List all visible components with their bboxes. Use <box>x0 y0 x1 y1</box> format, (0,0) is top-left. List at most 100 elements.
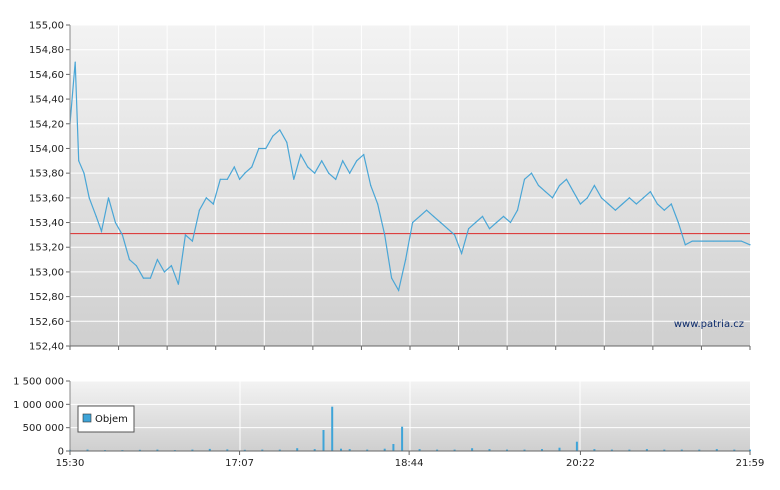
price-point <box>600 197 603 199</box>
price-y-tick-label: 154,00 <box>29 144 64 155</box>
price-point <box>205 197 207 199</box>
price-point <box>100 230 103 232</box>
price-point <box>279 129 281 131</box>
volume-bar <box>645 449 648 451</box>
volume-bar <box>575 441 578 451</box>
watermark-text: www.patria.cz <box>674 319 744 330</box>
price-y-tick-label: 152,40 <box>29 342 64 353</box>
price-y-tick-label: 154,80 <box>29 45 64 56</box>
price-point <box>453 234 456 236</box>
price-point <box>495 221 498 224</box>
volume-bar <box>680 449 683 451</box>
price-point <box>502 215 505 217</box>
price-series-line <box>69 61 751 293</box>
price-point <box>335 178 337 180</box>
price-point <box>712 240 714 242</box>
price-point <box>509 221 512 224</box>
price-point <box>740 240 742 242</box>
legend-swatch <box>82 413 92 423</box>
volume-bar <box>471 448 474 451</box>
price-point <box>219 178 221 180</box>
price-y-tick-label: 153,40 <box>29 218 64 229</box>
volume-bar <box>698 449 701 451</box>
x-tick-label: 20:22 <box>566 458 595 469</box>
price-gridlines <box>70 24 750 347</box>
price-point <box>391 277 393 279</box>
price-point <box>142 277 145 279</box>
volume-bar <box>278 449 281 451</box>
price-point <box>293 178 295 180</box>
price-point <box>244 172 246 174</box>
volume-x-axis: 15:30 17:07 18:44 20:22 21:59 <box>56 451 764 469</box>
price-point <box>467 228 470 230</box>
price-point <box>226 178 228 180</box>
price-point <box>621 203 623 205</box>
volume-bar <box>86 449 89 451</box>
price-point <box>156 258 159 261</box>
price-point <box>135 265 138 267</box>
volume-bar <box>558 447 561 451</box>
price-point <box>670 203 672 205</box>
price-point <box>432 215 435 217</box>
price-point <box>300 154 302 156</box>
price-point <box>370 184 372 187</box>
price-y-tick-label: 155,00 <box>29 21 64 32</box>
price-point <box>523 178 526 180</box>
price-point <box>258 147 260 150</box>
price-point <box>233 166 235 168</box>
volume-y-tick-label: 500 000 <box>23 423 64 434</box>
price-point <box>537 184 540 187</box>
price-point <box>579 203 582 205</box>
price-point <box>460 252 463 255</box>
price-point <box>439 221 442 224</box>
legend-box <box>77 405 135 433</box>
price-point <box>544 191 547 193</box>
price-point <box>114 221 117 224</box>
price-point <box>251 166 253 168</box>
price-point <box>128 258 131 261</box>
price-point <box>163 271 165 273</box>
price-point <box>656 203 658 205</box>
price-point <box>698 240 700 242</box>
price-point <box>705 240 707 242</box>
volume-bar <box>331 406 334 451</box>
legend-label: Objem <box>95 414 128 425</box>
price-point <box>649 191 651 193</box>
volume-bar <box>593 449 596 451</box>
volume-bar <box>506 449 508 451</box>
price-point <box>238 178 241 180</box>
volume-bar <box>453 449 456 451</box>
price-point <box>635 203 637 205</box>
price-point <box>384 234 386 236</box>
volume-bar <box>401 426 404 451</box>
price-y-axis: 155,00 154,80 154,60 154,40 154,20 154,00 153,… <box>29 21 70 353</box>
price-point <box>488 228 491 230</box>
price-point <box>349 172 351 174</box>
price-point <box>419 215 421 217</box>
price-point <box>726 240 728 242</box>
price-point <box>586 197 589 199</box>
price-point <box>286 141 288 143</box>
price-point <box>551 197 554 199</box>
price-point <box>446 228 449 230</box>
price-point <box>212 203 214 205</box>
price-point <box>307 166 309 168</box>
price-point <box>677 221 679 224</box>
price-panel: 155,00 154,80 154,60 154,40 154,20 154,00 153,… <box>29 21 751 353</box>
price-y-tick-label: 153,80 <box>29 169 64 180</box>
price-point <box>191 240 193 242</box>
volume-bar <box>261 449 264 451</box>
volume-bar <box>348 449 351 451</box>
volume-bar <box>322 430 325 451</box>
price-point <box>149 277 152 279</box>
price-point <box>474 221 477 224</box>
volume-bar <box>138 449 141 451</box>
price-point <box>691 240 693 242</box>
volume-y-axis: 1 500 000 1 000 000 500 000 0 <box>13 377 70 458</box>
x-tick-label: 15:30 <box>56 458 85 469</box>
price-x-ticks <box>69 346 751 350</box>
volume-bar <box>733 449 736 451</box>
volume-y-tick-label: 1 500 000 <box>13 377 64 388</box>
price-point <box>342 160 344 162</box>
